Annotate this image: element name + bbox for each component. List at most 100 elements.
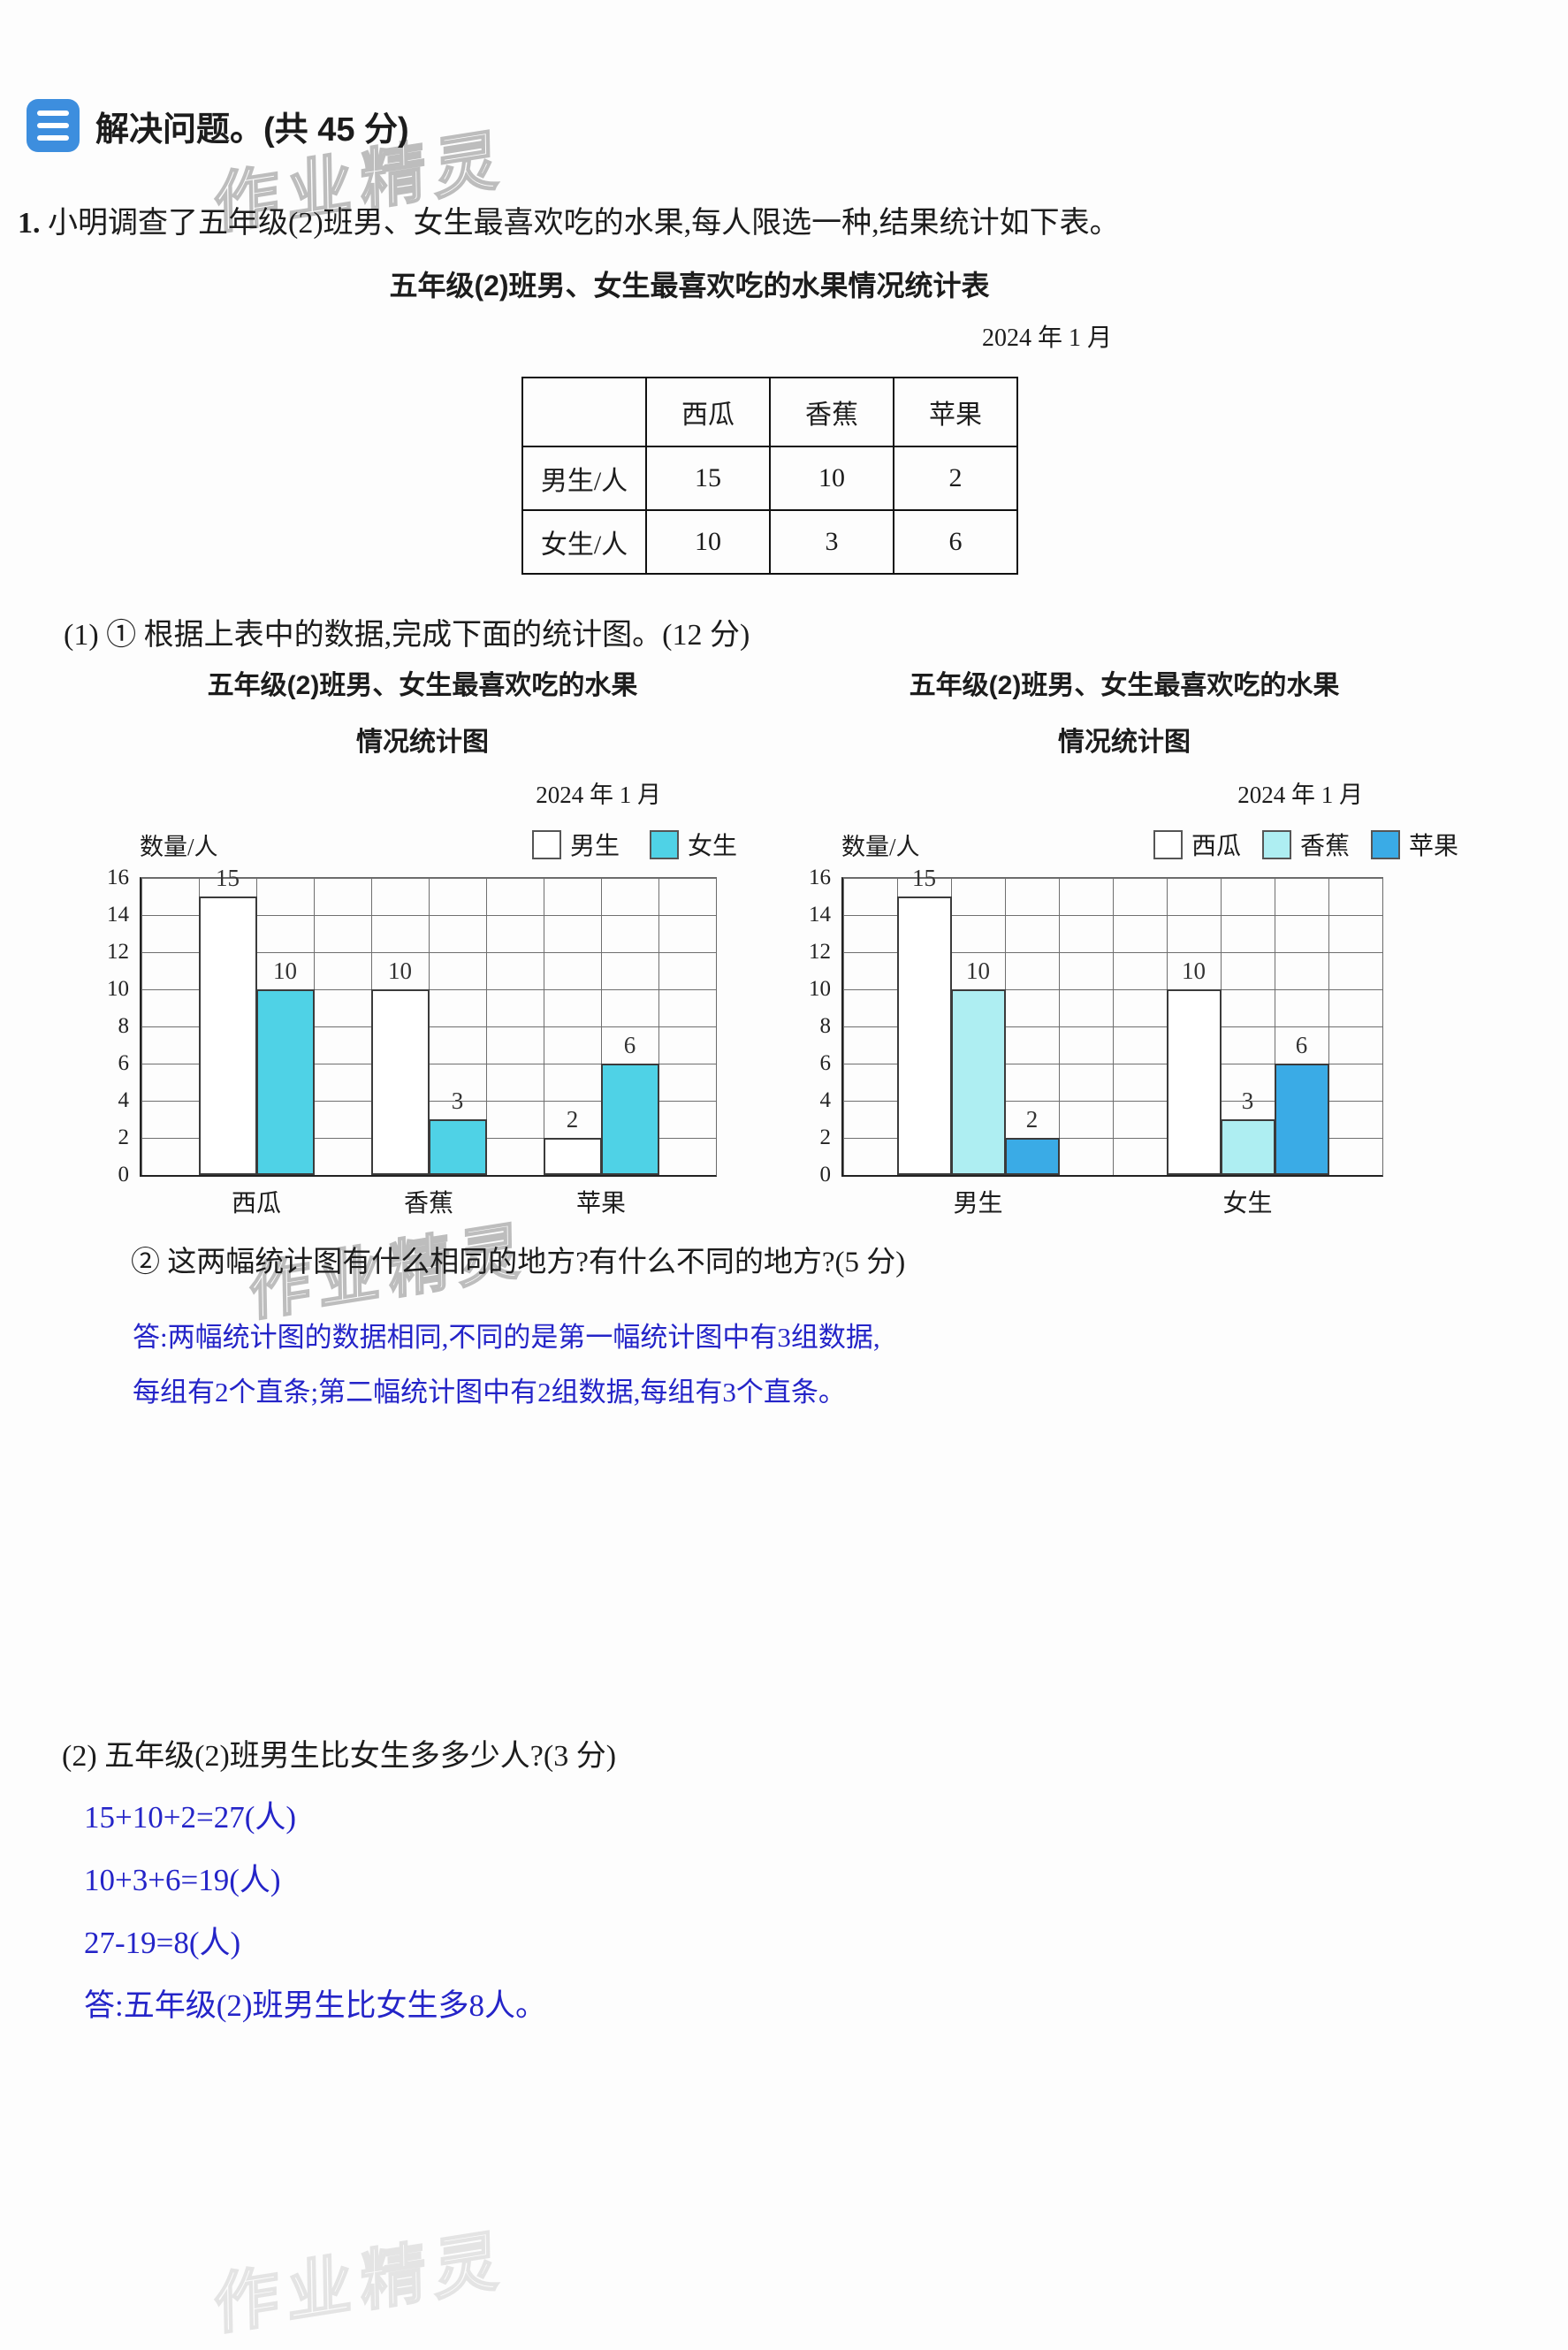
y-tick-label: 8 — [118, 1014, 130, 1038]
work-line: 27-19=8(人) — [84, 1926, 241, 1960]
y-tick-label: 10 — [107, 977, 129, 1001]
bar-value-label: 2 — [1025, 1106, 1039, 1133]
bar-value-label: 3 — [1241, 1087, 1254, 1114]
chart-legend: 男生 女生 — [531, 827, 737, 862]
bar-苹果-女生 — [601, 1064, 659, 1175]
chart-date: 2024 年 1 月 — [536, 782, 661, 808]
plot-area: 0 2 4 6 8 10 12 14 16 15 10 西瓜 10 3 香蕉 2 6 苹果 — [107, 865, 717, 1217]
grouped-bar-chart-by-gender: 五年级(2)班男、女生最喜欢吃的水果 情况统计图 2024 年 1 月 数量/人… — [780, 665, 1469, 1217]
legend-swatch — [531, 829, 561, 859]
chart-title-line1: 五年级(2)班男、女生最喜欢吃的水果 — [207, 671, 638, 700]
watermark: 作业精灵 — [212, 2221, 508, 2343]
y-tick-label: 2 — [118, 1125, 130, 1149]
chart-title-line1: 五年级(2)班男、女生最喜欢吃的水果 — [909, 671, 1340, 700]
legend-label: 西瓜 — [1191, 833, 1241, 860]
bar-西瓜-男生 — [199, 897, 257, 1175]
legend-item: 苹果 — [1370, 827, 1458, 862]
question2-work: 15+10+2=27(人) 10+3+6=19(人) 27-19=8(人) 答:… — [84, 1786, 546, 2037]
header-cell-apple: 苹果 — [893, 377, 1018, 447]
bar-男生-西瓜 — [897, 897, 952, 1175]
cell-girls-watermelon: 10 — [645, 509, 771, 575]
plot-area: 0 2 4 6 8 10 12 14 16 15 10 2 男生 10 3 6 女生 — [809, 865, 1383, 1217]
bar-value-label: 10 — [388, 958, 412, 984]
cell-boys-watermelon: 15 — [645, 446, 771, 511]
y-tick-label: 0 — [819, 1163, 832, 1186]
legend-label: 男生 — [569, 833, 620, 860]
y-tick-label: 6 — [819, 1051, 832, 1075]
cell-girls-banana: 3 — [769, 509, 894, 575]
category-label: 男生 — [953, 1190, 1003, 1217]
question1-text: 1. 小明调查了五年级(2)班男、女生最喜欢吃的水果,每人限选一种,结果统计如下… — [18, 207, 1120, 240]
legend-swatch — [1370, 829, 1400, 859]
y-tick-label: 14 — [107, 903, 129, 927]
bar-value-label: 2 — [566, 1106, 579, 1133]
chart-date: 2024 年 1 月 — [1237, 782, 1363, 808]
cell-boys-banana: 10 — [769, 446, 894, 511]
cell-boys-apple: 2 — [893, 446, 1018, 511]
y-tick-label: 2 — [819, 1125, 832, 1149]
grouped-bar-chart-by-fruit: 五年级(2)班男、女生最喜欢吃的水果 情况统计图 2024 年 1 月 数量/人… — [78, 665, 767, 1217]
legend-swatch — [649, 829, 679, 859]
y-tick-label: 4 — [819, 1088, 832, 1112]
question2-label: (2) 五年级(2)班男生比女生多多少人?(3 分) — [62, 1740, 617, 1773]
bar-value-label: 3 — [451, 1087, 464, 1114]
legend-item: 西瓜 — [1153, 827, 1241, 862]
bar-value-label: 15 — [912, 865, 936, 891]
chart-title-line2: 情况统计图 — [356, 728, 489, 757]
legend-swatch — [1261, 829, 1291, 859]
legend-item: 女生 — [649, 827, 737, 862]
legend-label: 女生 — [687, 833, 737, 860]
table-date: 2024 年 1 月 — [981, 324, 1112, 352]
section-title: 解决问题。(共 45 分) — [95, 111, 409, 149]
y-tick-label: 16 — [107, 866, 129, 889]
y-axis-unit-label: 数量/人 — [841, 833, 920, 860]
chart-title-line2: 情况统计图 — [1058, 728, 1191, 757]
bar-value-label: 10 — [273, 958, 297, 984]
bar-value-label: 10 — [1182, 958, 1206, 984]
answer-line: 答:两幅统计图的数据相同,不同的是第一幅统计图中有3组数据, — [133, 1322, 880, 1353]
category-label: 苹果 — [575, 1190, 627, 1217]
bar-香蕉-男生 — [371, 989, 430, 1175]
header-cell-empty — [521, 377, 647, 447]
y-tick-label: 8 — [819, 1014, 832, 1038]
subquestion2-label: ② 这两幅统计图有什么相同的地方?有什么不同的地方?(5 分) — [131, 1247, 906, 1278]
y-tick-label: 12 — [107, 940, 129, 964]
question1-number: 1. — [18, 207, 41, 240]
bar-value-label: 15 — [216, 865, 240, 891]
chart-legend: 西瓜 香蕉 苹果 — [1153, 827, 1458, 862]
bar-女生-苹果 — [1275, 1064, 1329, 1175]
y-tick-label: 12 — [809, 940, 831, 964]
table-header-row: 西瓜 香蕉 苹果 — [521, 377, 1018, 447]
bar-value-label: 6 — [623, 1032, 636, 1058]
row-label-girls: 女生/人 — [521, 509, 647, 575]
y-tick-label: 16 — [809, 866, 831, 889]
bar-香蕉-女生 — [429, 1119, 487, 1175]
table-row: 女生/人 10 3 6 — [521, 509, 1018, 575]
row-label-boys: 男生/人 — [521, 446, 647, 511]
category-label: 女生 — [1222, 1190, 1273, 1217]
category-label: 香蕉 — [403, 1190, 454, 1217]
work-line: 10+3+6=19(人) — [84, 1863, 281, 1897]
bar-西瓜-女生 — [256, 989, 315, 1175]
subquestion1-label: (1) ① 根据上表中的数据,完成下面的统计图。(12 分) — [64, 619, 750, 652]
legend-label: 香蕉 — [1299, 833, 1350, 860]
question2-answer: 答:五年级(2)班男生比女生多8人。 — [84, 1988, 547, 2023]
y-tick-label: 10 — [809, 977, 831, 1001]
bar-男生-苹果 — [1005, 1138, 1060, 1175]
fruit-stat-table: 西瓜 香蕉 苹果 男生/人 15 10 2 女生/人 10 3 6 — [521, 377, 1018, 575]
y-tick-label: 6 — [118, 1051, 130, 1075]
y-tick-label: 14 — [809, 903, 831, 927]
list-icon — [27, 99, 80, 152]
legend-label: 苹果 — [1408, 833, 1458, 860]
category-label: 西瓜 — [231, 1190, 282, 1217]
y-axis-unit-label: 数量/人 — [140, 833, 218, 860]
answer-line: 每组有2个直条;第二幅统计图中有2组数据,每组有3个直条。 — [133, 1377, 846, 1408]
y-tick-label: 4 — [118, 1088, 130, 1112]
legend-swatch — [1153, 829, 1183, 859]
charts-row: 五年级(2)班男、女生最喜欢吃的水果 情况统计图 2024 年 1 月 数量/人… — [0, 665, 1568, 1217]
bar-男生-香蕉 — [951, 989, 1006, 1175]
legend-item: 香蕉 — [1261, 827, 1350, 862]
table-row: 男生/人 15 10 2 — [521, 446, 1018, 511]
cell-girls-apple: 6 — [893, 509, 1018, 575]
